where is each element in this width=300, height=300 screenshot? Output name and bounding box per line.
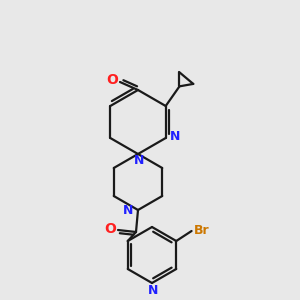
Text: N: N [123,205,133,218]
Text: Br: Br [194,224,209,236]
Text: N: N [134,154,144,167]
Text: N: N [148,284,158,296]
Text: O: O [106,73,118,87]
Text: N: N [169,130,180,142]
Text: O: O [104,222,116,236]
